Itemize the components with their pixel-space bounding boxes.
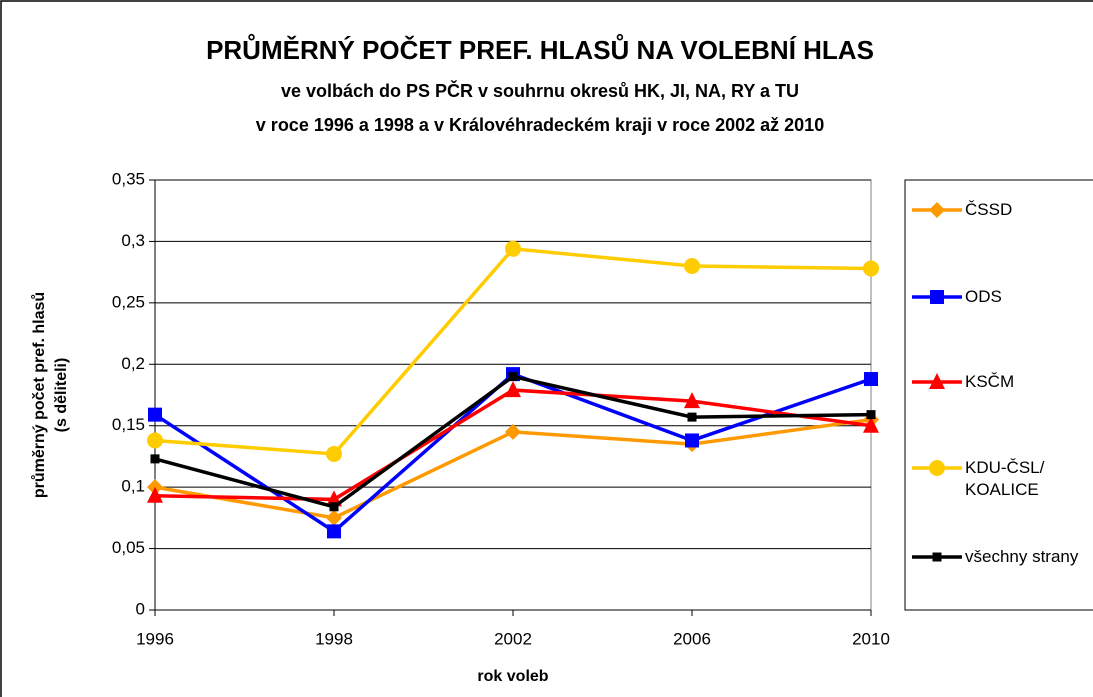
y-axis-label: průměrný počet pref. hlasů bbox=[31, 292, 48, 498]
data-point bbox=[148, 407, 162, 422]
legend-marker bbox=[930, 290, 944, 304]
data-point bbox=[147, 432, 163, 449]
legend-marker bbox=[929, 373, 945, 389]
data-point bbox=[150, 454, 160, 464]
data-point bbox=[508, 372, 518, 382]
legend-label: ODS bbox=[965, 287, 1002, 306]
x-tick-label: 1998 bbox=[315, 629, 353, 648]
legend-marker bbox=[932, 552, 942, 562]
legend-label: ČSSD bbox=[965, 200, 1013, 219]
x-tick-label: 1996 bbox=[136, 629, 174, 648]
data-point bbox=[684, 392, 700, 409]
data-point bbox=[863, 416, 879, 433]
chart-title: PRŮMĚRNÝ POČET PREF. HLASŮ NA VOLEBNÍ HL… bbox=[206, 33, 874, 65]
data-point bbox=[863, 260, 879, 277]
data-point bbox=[684, 258, 700, 274]
x-tick-label: 2002 bbox=[494, 629, 532, 648]
data-point bbox=[685, 433, 699, 448]
legend-marker bbox=[929, 202, 945, 218]
y-tick-label: 0,25 bbox=[112, 292, 145, 311]
legend-box bbox=[904, 179, 1093, 611]
y-tick-label: 0,2 bbox=[121, 354, 145, 373]
data-point bbox=[505, 381, 521, 398]
data-point bbox=[505, 240, 521, 257]
y-axis-label: (s děliteli) bbox=[53, 358, 70, 433]
legend-label: KDU-ČSL/ KOALICE bbox=[965, 458, 1045, 499]
data-point bbox=[329, 502, 339, 512]
y-tick-label: 0,3 bbox=[121, 231, 145, 250]
data-point bbox=[327, 524, 341, 539]
y-tick-label: 0,05 bbox=[112, 538, 145, 557]
data-point bbox=[505, 423, 521, 440]
chart-subtitle: v roce 1996 a 1998 a v Královéhradeckém … bbox=[256, 115, 824, 135]
data-point bbox=[864, 372, 878, 387]
x-tick-label: 2010 bbox=[852, 629, 890, 648]
y-tick-label: 0,15 bbox=[112, 415, 145, 434]
legend-label: KSČM bbox=[965, 372, 1015, 391]
data-point bbox=[147, 486, 163, 503]
data-point bbox=[866, 410, 876, 420]
legend-label: všechny strany bbox=[965, 547, 1079, 566]
data-point bbox=[326, 445, 342, 462]
y-tick-label: 0,1 bbox=[121, 477, 145, 496]
data-point bbox=[687, 412, 697, 422]
x-axis-label: rok voleb bbox=[477, 668, 548, 685]
data-point bbox=[326, 509, 342, 526]
y-tick-label: 0 bbox=[136, 599, 145, 618]
chart-subtitle: ve volbách do PS PČR v souhrnu okresů HK… bbox=[281, 80, 799, 101]
x-tick-label: 2006 bbox=[673, 629, 711, 648]
y-tick-label: 0,35 bbox=[112, 169, 145, 188]
legend-marker bbox=[929, 460, 945, 476]
